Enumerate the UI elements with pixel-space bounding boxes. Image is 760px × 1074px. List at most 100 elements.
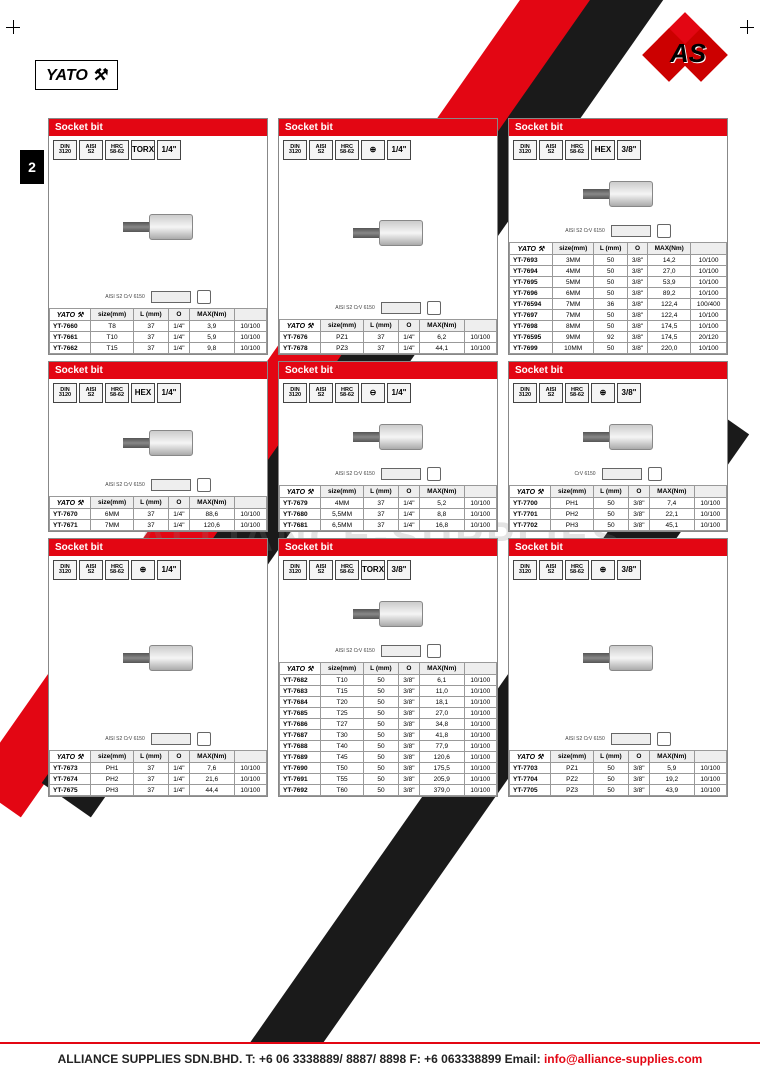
table-cell: 5,9 — [190, 332, 235, 343]
table-cell: 10/100 — [234, 343, 266, 354]
table-header: MAX(Nm) — [420, 486, 465, 498]
table-header: O — [168, 309, 189, 321]
table-cell: 36 — [594, 299, 627, 310]
table-cell: PH2 — [90, 774, 133, 785]
table-cell: 18,1 — [420, 697, 465, 708]
table-cell: 50 — [364, 741, 399, 752]
table-cell: YT-7661 — [50, 332, 91, 343]
table-cell: 89,2 — [648, 288, 691, 299]
table-cell: 92 — [594, 332, 627, 343]
table-header: size(mm) — [320, 663, 363, 675]
spec-table: YATO ⚒size(mm)L (mm)OMAX(Nm)YT-7676PZ137… — [279, 319, 497, 354]
table-cell: PH2 — [550, 509, 593, 520]
table-row: YT-76955MM503/8"53,910/100 — [510, 277, 727, 288]
table-cell: 100/400 — [691, 299, 727, 310]
table-row: YT-765959MM923/8"174,520/120 — [510, 332, 727, 343]
table-cell: 5MM — [552, 277, 594, 288]
table-row: YT-7688T40503/8"77,910/100 — [280, 741, 497, 752]
table-cell: 3/8" — [398, 763, 419, 774]
table-cell: 10/100 — [464, 774, 496, 785]
table-cell: YT-7689 — [280, 752, 321, 763]
spec-badge: HRC58-62 — [335, 140, 359, 160]
table-cell: 10/100 — [694, 498, 726, 509]
table-cell: 1/4" — [168, 509, 189, 520]
table-cell: 53,9 — [648, 277, 691, 288]
table-cell: 45,1 — [650, 520, 695, 531]
spec-badge: DIN3120 — [53, 383, 77, 403]
table-cell: 10/100 — [464, 708, 496, 719]
table-row: YT-76706MM371/4"88,610/100 — [50, 509, 267, 520]
table-cell: T55 — [320, 774, 363, 785]
crop-mark — [740, 20, 754, 34]
table-header: O — [628, 751, 649, 763]
card-title: Socket bit — [509, 539, 727, 556]
table-cell: 3MM — [552, 255, 594, 266]
table-logo-cell: YATO ⚒ — [510, 751, 551, 763]
badge-row: DIN3120AISIS2HRC58-62HEX3/8" — [509, 136, 727, 164]
table-cell: 20/120 — [691, 332, 727, 343]
table-cell: 50 — [594, 520, 629, 531]
table-row: YT-76977MM503/8"122,410/100 — [510, 310, 727, 321]
table-cell: 10/100 — [464, 697, 496, 708]
table-row: YT-7702PH3503/8"45,110/100 — [510, 520, 727, 531]
footer-tel-label: T: — [246, 1052, 256, 1066]
table-cell: 3/8" — [398, 686, 419, 697]
product-grid: Socket bitDIN3120AISIS2HRC58-62TORX1/4"A… — [48, 118, 728, 797]
badge-row: DIN3120AISIS2HRC58-62TORX1/4" — [49, 136, 267, 164]
table-row: YT-7678PZ3371/4"44,110/100 — [280, 343, 497, 354]
table-logo-cell: YATO ⚒ — [280, 320, 321, 332]
spec-badge: ⊕ — [131, 560, 155, 580]
table-cell: 3/8" — [398, 675, 419, 686]
table-cell: 37 — [364, 343, 399, 354]
table-cell: 10/100 — [694, 785, 726, 796]
spec-badge: HRC58-62 — [565, 560, 589, 580]
table-cell: 7,6 — [190, 763, 235, 774]
table-cell: 7MM — [90, 520, 133, 531]
table-cell: 379,0 — [420, 785, 465, 796]
spec-badge: DIN3120 — [283, 560, 307, 580]
card-title: Socket bit — [49, 119, 267, 136]
table-cell: YT-7675 — [50, 785, 91, 796]
table-row: YT-76988MM503/8"174,510/100 — [510, 321, 727, 332]
card-title: Socket bit — [49, 362, 267, 379]
footer-fax-label: F: — [409, 1052, 420, 1066]
table-row: YT-7692T60503/8"379,010/100 — [280, 785, 497, 796]
spec-table: YATO ⚒size(mm)L (mm)OMAX(Nm)YT-7660T8371… — [49, 308, 267, 354]
table-cell: 6MM — [552, 288, 594, 299]
badge-row: DIN3120AISIS2HRC58-62HEX1/4" — [49, 379, 267, 407]
product-image — [49, 584, 267, 732]
table-row: YT-7676PZ1371/4"6,210/100 — [280, 332, 497, 343]
table-cell: 5,5MM — [320, 509, 363, 520]
badge-row: DIN3120AISIS2HRC58-62⊕3/8" — [509, 379, 727, 407]
table-cell: 50 — [594, 343, 627, 354]
table-cell: 1/4" — [398, 343, 419, 354]
spec-badge: 1/4" — [157, 560, 181, 580]
table-cell: YT-7670 — [50, 509, 91, 520]
product-image — [279, 407, 497, 467]
table-cell: 34,8 — [420, 719, 465, 730]
table-cell: 10/100 — [464, 332, 496, 343]
table-cell: 6,2 — [420, 332, 465, 343]
badge-row: DIN3120AISIS2HRC58-62⊖1/4" — [279, 379, 497, 407]
table-cell: 10/100 — [464, 675, 496, 686]
table-cell: 3/8" — [398, 785, 419, 796]
table-header: MAX(Nm) — [650, 751, 695, 763]
table-cell: 174,5 — [648, 332, 691, 343]
table-row: YT-7661T10371/4"5,910/100 — [50, 332, 267, 343]
table-cell: 3/8" — [627, 343, 647, 354]
table-cell: PH3 — [90, 785, 133, 796]
spec-badge: AISIS2 — [539, 140, 563, 160]
table-cell: 50 — [594, 288, 627, 299]
table-cell: 3/8" — [628, 774, 649, 785]
table-header: size(mm) — [90, 309, 133, 321]
table-cell: YT-7681 — [280, 520, 321, 531]
table-header — [234, 309, 266, 321]
footer: ALLIANCE SUPPLIES SDN.BHD. T: +6 06 3338… — [0, 1042, 760, 1074]
table-row: YT-76966MM503/8"89,210/100 — [510, 288, 727, 299]
table-cell: 50 — [594, 774, 629, 785]
table-cell: 27,0 — [420, 708, 465, 719]
spec-badge: AISIS2 — [79, 560, 103, 580]
footer-email-link[interactable]: info@alliance-supplies.com — [544, 1052, 702, 1066]
table-cell: 8,8 — [420, 509, 465, 520]
table-cell: YT-76595 — [510, 332, 553, 343]
